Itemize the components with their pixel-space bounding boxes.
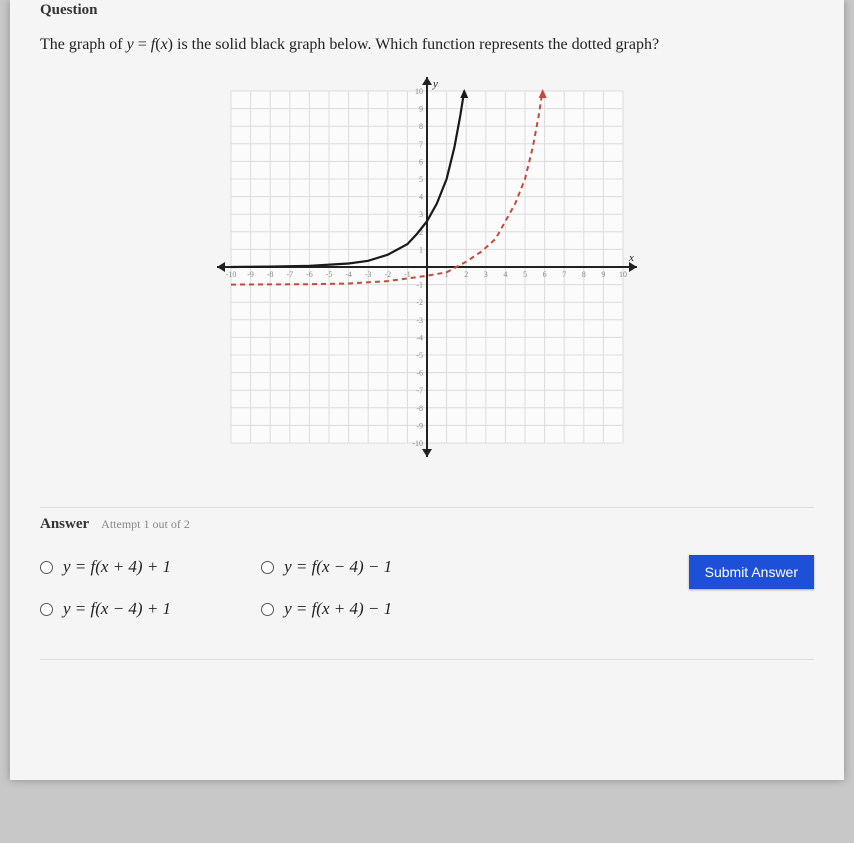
divider bbox=[40, 659, 814, 660]
svg-text:9: 9 bbox=[601, 270, 605, 279]
svg-text:-5: -5 bbox=[416, 351, 423, 360]
radio-icon bbox=[261, 603, 274, 616]
svg-text:-7: -7 bbox=[416, 386, 423, 395]
svg-text:8: 8 bbox=[419, 122, 423, 131]
radio-icon bbox=[40, 561, 53, 574]
answer-label: Answer bbox=[40, 516, 89, 533]
radio-icon bbox=[261, 561, 274, 574]
option-a-text: y = f(x + 4) + 1 bbox=[63, 557, 171, 577]
svg-text:-5: -5 bbox=[326, 270, 333, 279]
svg-text:6: 6 bbox=[543, 270, 547, 279]
svg-text:-8: -8 bbox=[416, 404, 423, 413]
svg-text:4: 4 bbox=[503, 270, 507, 279]
svg-text:-4: -4 bbox=[416, 333, 423, 342]
svg-text:10: 10 bbox=[619, 270, 627, 279]
question-label: Question bbox=[40, 0, 814, 19]
option-a[interactable]: y = f(x + 4) + 1 bbox=[40, 557, 171, 577]
svg-text:-2: -2 bbox=[384, 270, 391, 279]
svg-text:-3: -3 bbox=[365, 270, 372, 279]
option-b[interactable]: y = f(x − 4) − 1 bbox=[261, 557, 392, 577]
svg-text:-7: -7 bbox=[286, 270, 293, 279]
svg-text:-10: -10 bbox=[412, 439, 423, 448]
svg-text:-9: -9 bbox=[416, 421, 423, 430]
svg-text:-4: -4 bbox=[345, 270, 352, 279]
svg-text:1: 1 bbox=[419, 245, 423, 254]
svg-text:7: 7 bbox=[562, 270, 566, 279]
submit-button[interactable]: Submit Answer bbox=[689, 555, 814, 589]
svg-text:-2: -2 bbox=[416, 298, 423, 307]
svg-text:3: 3 bbox=[419, 210, 423, 219]
svg-text:4: 4 bbox=[419, 193, 423, 202]
svg-text:6: 6 bbox=[419, 157, 423, 166]
svg-text:-8: -8 bbox=[267, 270, 274, 279]
svg-text:-1: -1 bbox=[416, 281, 423, 290]
svg-text:-6: -6 bbox=[306, 270, 313, 279]
attempt-text: Attempt 1 out of 2 bbox=[101, 517, 190, 532]
radio-icon bbox=[40, 603, 53, 616]
svg-text:5: 5 bbox=[419, 175, 423, 184]
svg-text:8: 8 bbox=[582, 270, 586, 279]
question-text: The graph of y = f(x) is the solid black… bbox=[40, 33, 814, 57]
svg-text:x: x bbox=[628, 252, 634, 264]
svg-text:y: y bbox=[432, 78, 438, 90]
graph-chart: -10 -9 -8 -7 -6 -5 -4 -3 -2 -1 1 2 3 4 5 6 7 8 9 10 -10 -9 -8 -… bbox=[207, 67, 647, 467]
svg-text:-10: -10 bbox=[226, 270, 237, 279]
svg-text:3: 3 bbox=[484, 270, 488, 279]
option-b-text: y = f(x − 4) − 1 bbox=[284, 557, 392, 577]
option-c[interactable]: y = f(x − 4) + 1 bbox=[40, 599, 171, 619]
svg-text:9: 9 bbox=[419, 105, 423, 114]
option-d[interactable]: y = f(x + 4) − 1 bbox=[261, 599, 392, 619]
svg-text:-1: -1 bbox=[404, 270, 411, 279]
svg-text:7: 7 bbox=[419, 140, 423, 149]
svg-text:10: 10 bbox=[415, 87, 423, 96]
svg-text:-3: -3 bbox=[416, 316, 423, 325]
svg-text:-9: -9 bbox=[247, 270, 254, 279]
svg-text:5: 5 bbox=[523, 270, 527, 279]
svg-text:2: 2 bbox=[464, 270, 468, 279]
svg-text:-6: -6 bbox=[416, 369, 423, 378]
option-c-text: y = f(x − 4) + 1 bbox=[63, 599, 171, 619]
option-d-text: y = f(x + 4) − 1 bbox=[284, 599, 392, 619]
